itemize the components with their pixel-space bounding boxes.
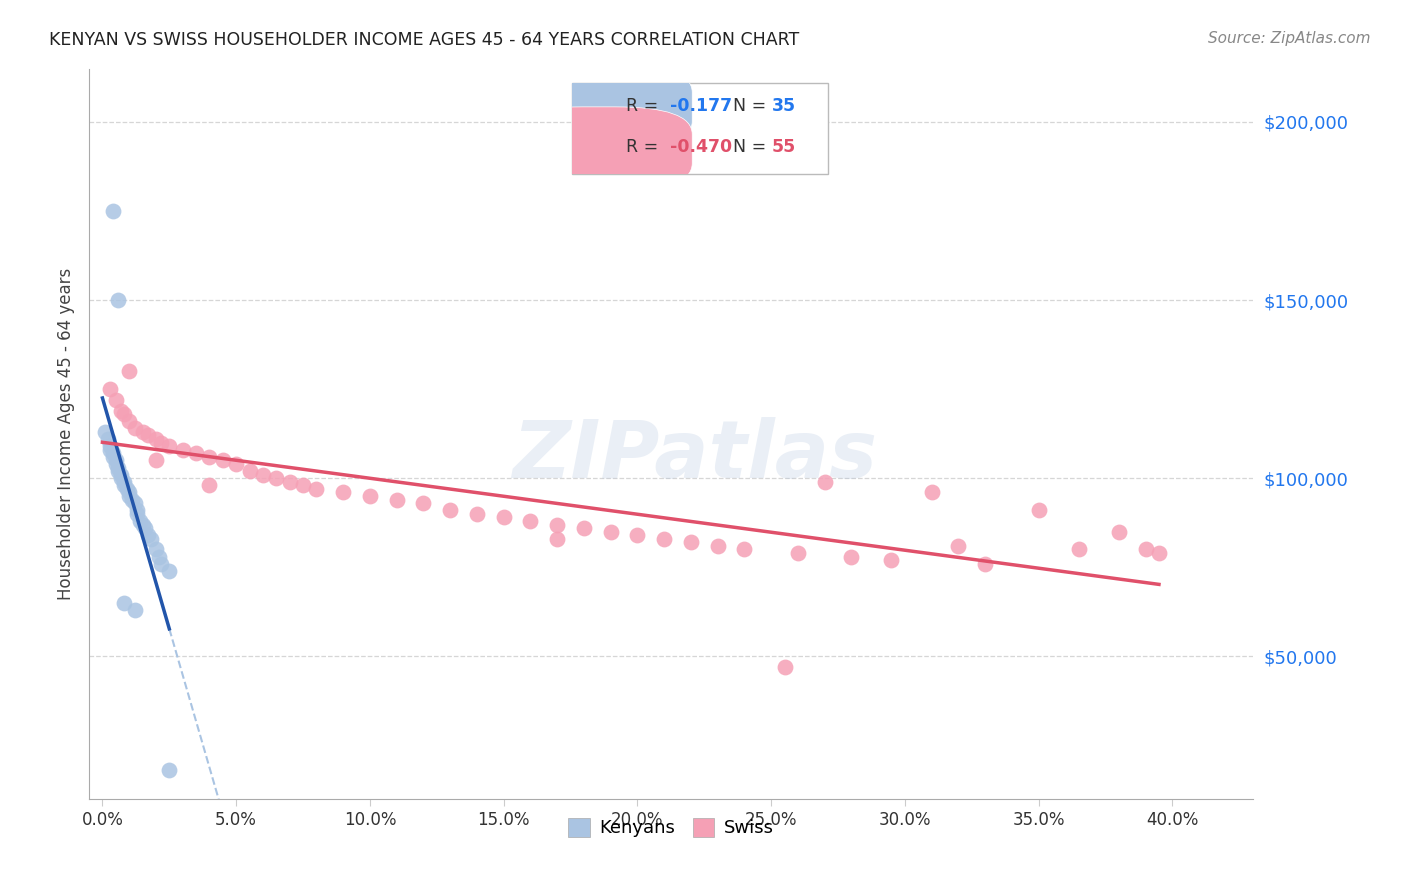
Legend: Kenyans, Swiss: Kenyans, Swiss [561,811,780,845]
Point [94,425,117,439]
Point [292,478,315,492]
Point [773,660,796,674]
Point [139,532,162,546]
Point [880,553,903,567]
Point [145,542,167,557]
Point [104,457,127,471]
Point [492,510,515,524]
Point [100,439,122,453]
Point [124,603,146,617]
Point [546,517,568,532]
Point [706,539,728,553]
Point [127,507,149,521]
Point [134,521,156,535]
Point [127,503,149,517]
Point [225,457,247,471]
Point [118,485,141,500]
Point [104,453,127,467]
Point [814,475,837,489]
Point [110,403,132,417]
Point [100,442,122,457]
Point [412,496,434,510]
Point [112,475,135,489]
Point [652,532,675,546]
Point [136,428,159,442]
Point [131,425,153,439]
Point [128,514,150,528]
Point [238,464,260,478]
Point [150,435,173,450]
Point [110,467,132,482]
Point [921,485,943,500]
Point [157,439,180,453]
Point [112,596,135,610]
Point [1067,542,1090,557]
Point [626,528,648,542]
Point [136,528,159,542]
Point [439,503,461,517]
Point [359,489,381,503]
Point [107,460,129,475]
Point [101,446,124,460]
Point [148,549,170,564]
Point [385,492,408,507]
Point [278,475,301,489]
Text: KENYAN VS SWISS HOUSEHOLDER INCOME AGES 45 - 64 YEARS CORRELATION CHART: KENYAN VS SWISS HOUSEHOLDER INCOME AGES … [49,31,800,49]
Point [198,478,221,492]
Point [332,485,354,500]
Point [118,489,141,503]
Point [974,557,997,571]
Point [572,521,595,535]
Y-axis label: Householder Income Ages 45 - 64 years: Householder Income Ages 45 - 64 years [58,268,75,599]
Text: Source: ZipAtlas.com: Source: ZipAtlas.com [1208,31,1371,46]
Point [733,542,755,557]
Point [112,478,135,492]
Point [546,532,568,546]
Point [1028,503,1050,517]
Point [101,450,124,464]
Point [104,392,127,407]
Point [184,446,207,460]
Text: ZIPatlas: ZIPatlas [512,417,876,494]
Point [112,407,135,421]
Point [124,421,146,435]
Point [100,382,122,396]
Point [599,524,621,539]
Point [211,453,233,467]
Point [1147,546,1170,560]
Point [124,496,146,510]
Point [252,467,274,482]
Point [107,464,129,478]
Point [841,549,863,564]
Point [198,450,221,464]
Point [266,471,288,485]
Point [786,546,808,560]
Point [101,204,124,219]
Point [465,507,488,521]
Point [948,539,970,553]
Point [157,564,180,578]
Point [150,557,173,571]
Point [115,482,138,496]
Point [519,514,541,528]
Point [305,482,328,496]
Point [1135,542,1157,557]
Point [145,453,167,467]
Point [118,414,141,428]
Point [145,432,167,446]
Point [97,432,120,446]
Point [118,364,141,378]
Point [110,471,132,485]
Point [172,442,194,457]
Point [107,293,129,307]
Point [157,764,180,778]
Point [1108,524,1130,539]
Point [121,492,143,507]
Point [131,517,153,532]
Point [679,535,702,549]
